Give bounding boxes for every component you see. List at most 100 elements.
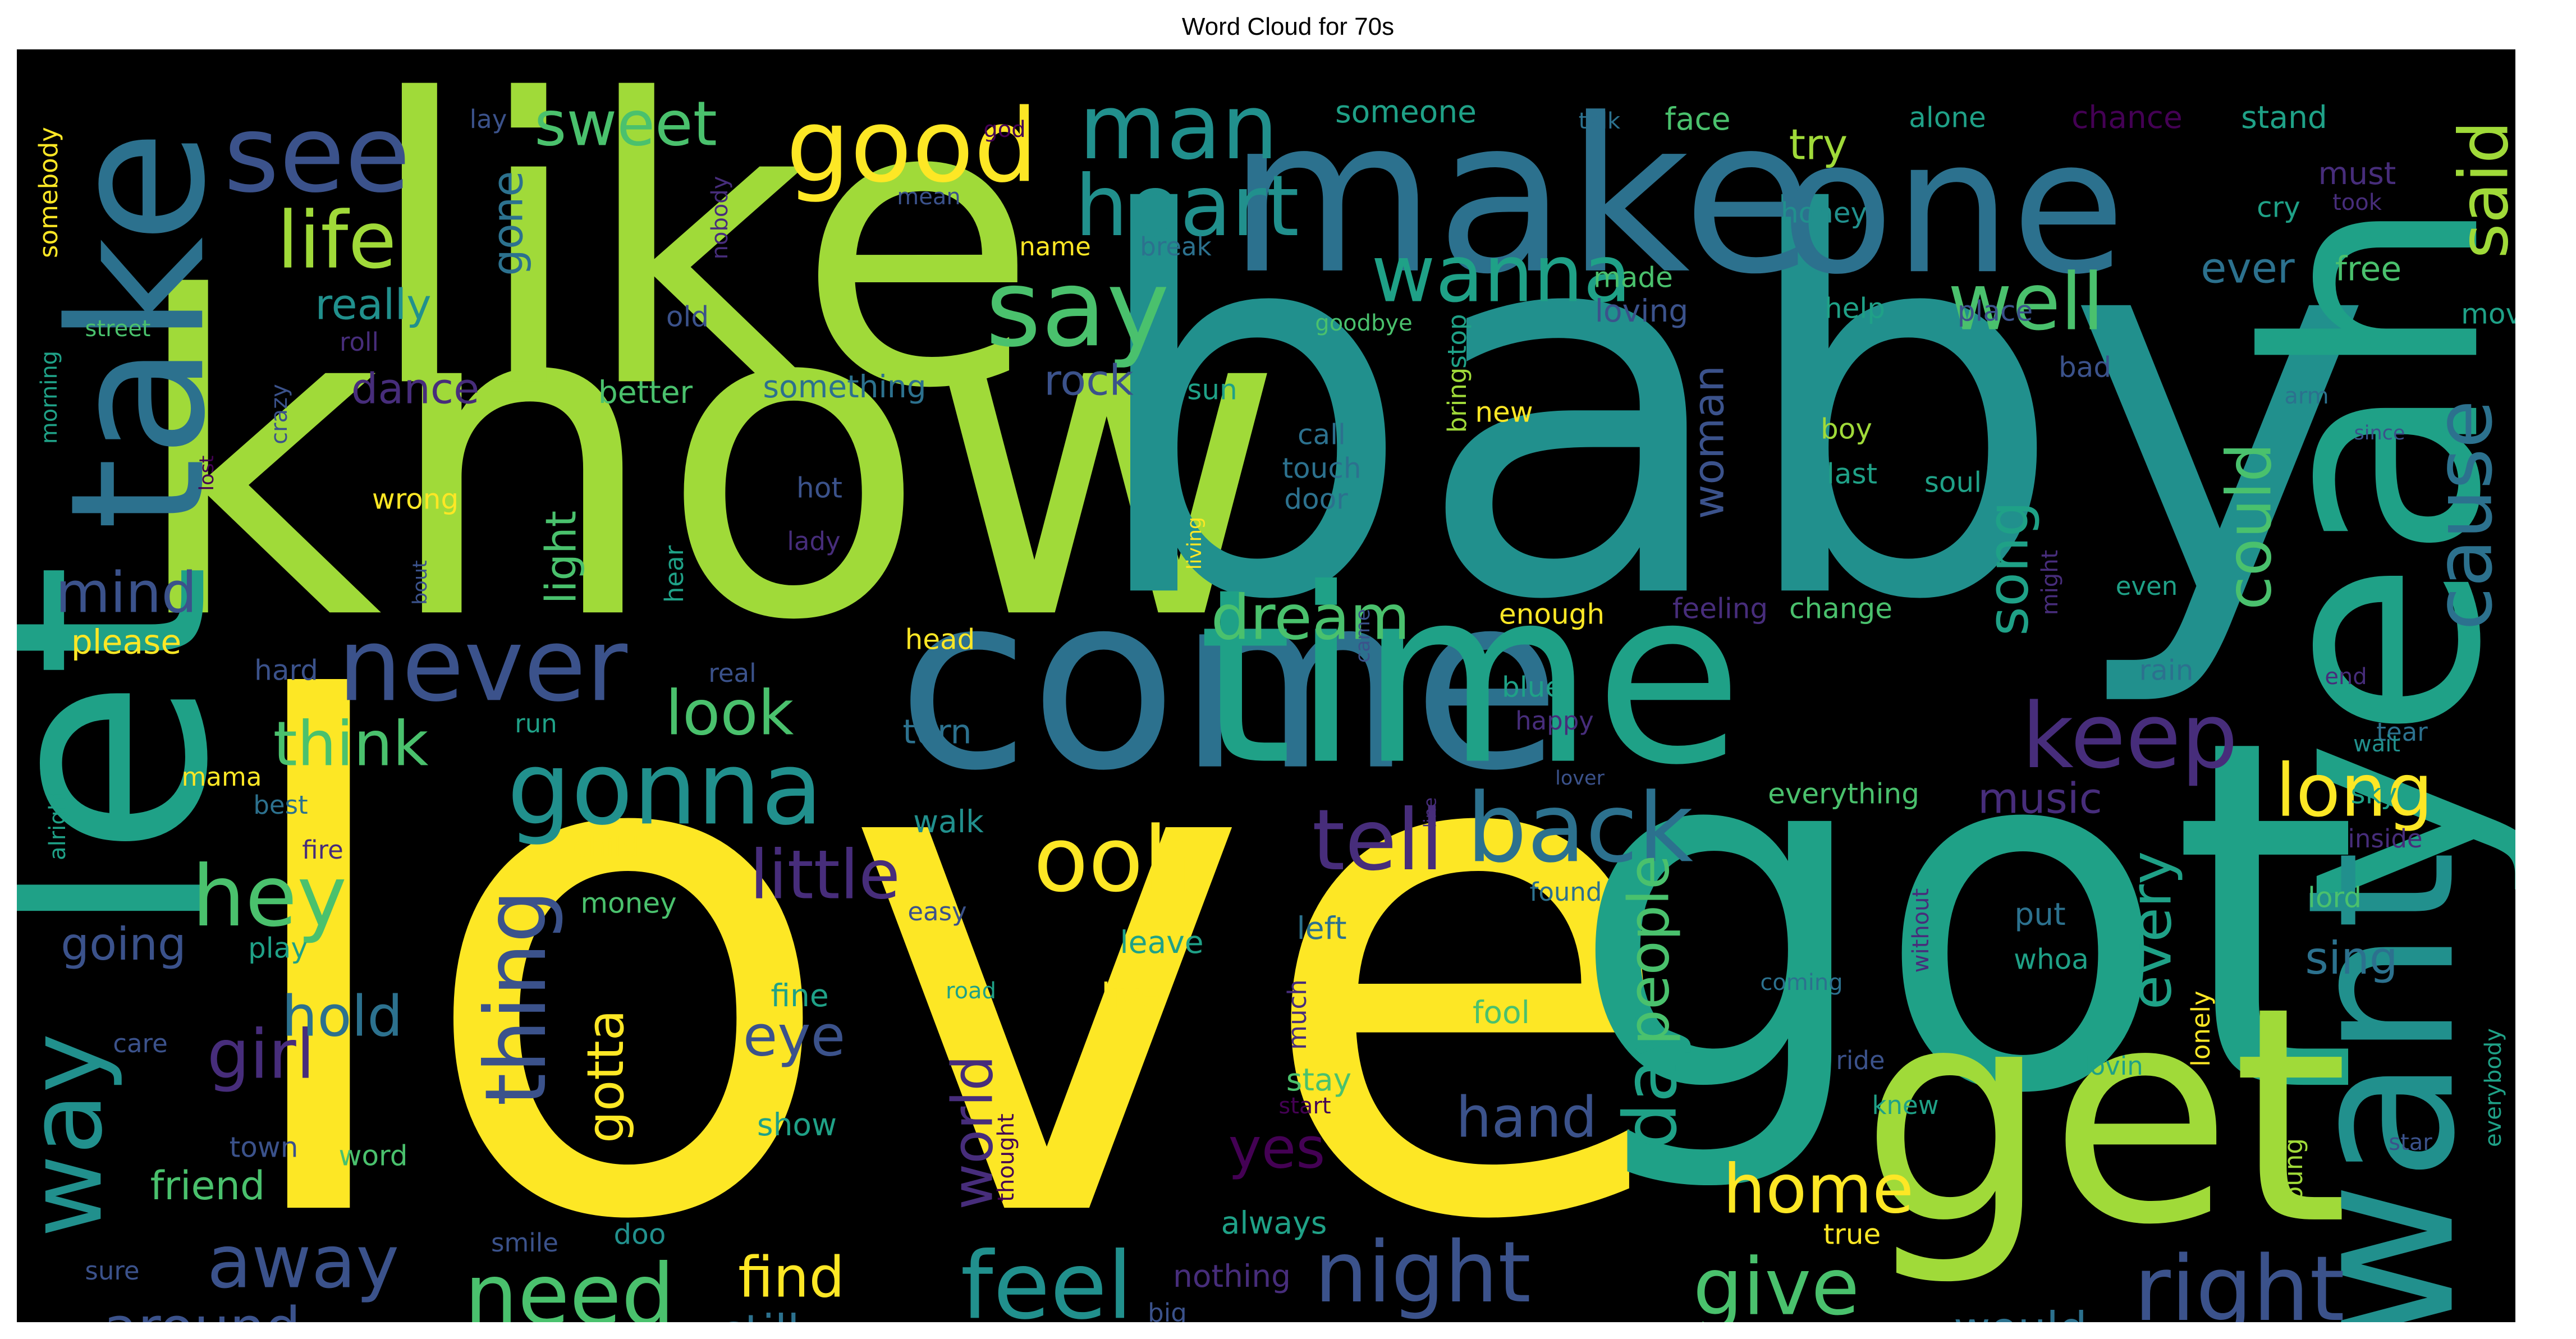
word-arm: arm — [2284, 383, 2329, 409]
word-word: word — [339, 1140, 408, 1172]
word-still: still — [721, 1305, 800, 1322]
word-time: time — [1198, 538, 1743, 818]
word-coming: coming — [1760, 970, 1842, 996]
word-boy: boy — [1821, 413, 1872, 446]
word-way: way — [17, 1033, 125, 1237]
word-know: know — [129, 206, 1285, 716]
word-man: man — [1079, 75, 1278, 180]
word-every: every — [2118, 851, 2184, 1010]
word-song: song — [1975, 501, 2041, 636]
word-stand: stand — [2241, 99, 2327, 135]
word-road: road — [946, 978, 996, 1004]
word-true: true — [1823, 1218, 1881, 1251]
word-head: head — [905, 623, 975, 656]
word-bring: bring — [1442, 368, 1472, 433]
word-yeah: yeah — [2205, 196, 2515, 912]
word-tell: tell — [1312, 792, 1443, 889]
word-everything: everything — [1768, 778, 1919, 810]
word-something: something — [763, 369, 926, 405]
word-got: got — [1569, 637, 2359, 1199]
word-doo: doo — [614, 1218, 666, 1251]
word-thing: thing — [467, 889, 565, 1106]
word-eye: eye — [743, 1003, 845, 1069]
word-bout: bout — [409, 560, 432, 605]
word-alone: alone — [1909, 102, 1986, 134]
word-bad: bad — [2059, 351, 2111, 384]
word-dance: dance — [351, 364, 479, 414]
word-happy: happy — [1515, 706, 1594, 736]
word-well: well — [1948, 257, 2104, 348]
word-fine: fine — [771, 978, 828, 1014]
word-found: found — [1530, 877, 1602, 907]
word-line: line — [1421, 797, 1441, 828]
word-see: see — [224, 92, 411, 216]
word-say: say — [986, 246, 1170, 370]
word-new: new — [1475, 396, 1533, 429]
word-thought: thought — [993, 1113, 1019, 1202]
word-nothing: nothing — [1173, 1258, 1291, 1294]
word-one: one — [1781, 99, 2125, 315]
word-think: think — [273, 708, 429, 779]
word-knew: knew — [1872, 1090, 1938, 1120]
word-end: end — [2325, 664, 2367, 690]
cloud-background — [17, 49, 2515, 1322]
word-ooh: ooh — [1033, 807, 1200, 912]
word-mind: mind — [56, 560, 197, 625]
word-want: want — [2264, 851, 2499, 1322]
word-hey: hey — [192, 848, 347, 946]
word-cloud-canvas: love know baby like got come time yeah get let mak… — [17, 49, 2515, 1322]
word-let: let — [17, 563, 272, 938]
word-sweet: sweet — [534, 88, 717, 159]
word-must: must — [2318, 155, 2396, 191]
word-come: come — [897, 543, 1561, 824]
word-girl: girl — [207, 1016, 315, 1094]
word-lost: lost — [196, 455, 218, 490]
word-last: last — [1827, 458, 1877, 490]
word-friend: friend — [150, 1163, 265, 1209]
word-gotta: gotta — [576, 1010, 635, 1143]
word-everybody: everybody — [2481, 1028, 2506, 1147]
word-people: people — [1616, 855, 1681, 1045]
word-stay: stay — [1286, 1062, 1351, 1098]
word-gonna: gonna — [507, 730, 823, 847]
word-inside: inside — [2348, 824, 2422, 854]
word-easy: easy — [907, 897, 966, 927]
word-keep: keep — [2022, 684, 2238, 788]
word-star: star — [2389, 1130, 2432, 1155]
word-face: face — [1665, 101, 1730, 137]
word-lord: lord — [2308, 882, 2362, 914]
word-look: look — [666, 677, 794, 749]
word-leave: leave — [1120, 924, 1203, 960]
word-lovin: lovin — [2083, 1051, 2143, 1081]
word-town: town — [230, 1131, 299, 1164]
word-mean: mean — [897, 184, 960, 210]
word-rain: rain — [2139, 654, 2194, 687]
word-soul: soul — [1924, 466, 1982, 499]
word-would: would — [1954, 1303, 2087, 1322]
word-roll: roll — [340, 327, 379, 357]
word-run: run — [515, 709, 557, 739]
word-sure: sure — [85, 1256, 139, 1286]
word-away: away — [207, 1219, 400, 1305]
word-wanna: wanna — [1371, 229, 1631, 320]
word-make: make — [1228, 72, 1813, 321]
word-honey: honey — [1781, 197, 1867, 230]
word-chance: chance — [2071, 99, 2183, 135]
word-break: break — [1140, 232, 1211, 262]
word-child: child — [573, 831, 640, 864]
word-better: better — [598, 374, 693, 410]
word-money: money — [580, 887, 676, 920]
word-play: play — [248, 932, 308, 965]
word-feel: feel — [961, 1232, 1133, 1322]
word-move: move — [2461, 298, 2515, 331]
word-talk: talk — [1579, 108, 1621, 134]
word-need: need — [465, 1246, 675, 1322]
word-home: home — [1723, 1151, 1914, 1229]
word-call: call — [1298, 419, 1346, 451]
word-sing: sing — [2305, 932, 2398, 984]
word-without: without — [1908, 888, 1934, 973]
word-free: free — [2335, 250, 2401, 289]
word-old: old — [666, 301, 709, 333]
word-tonight: tonight — [1491, 1317, 1602, 1322]
